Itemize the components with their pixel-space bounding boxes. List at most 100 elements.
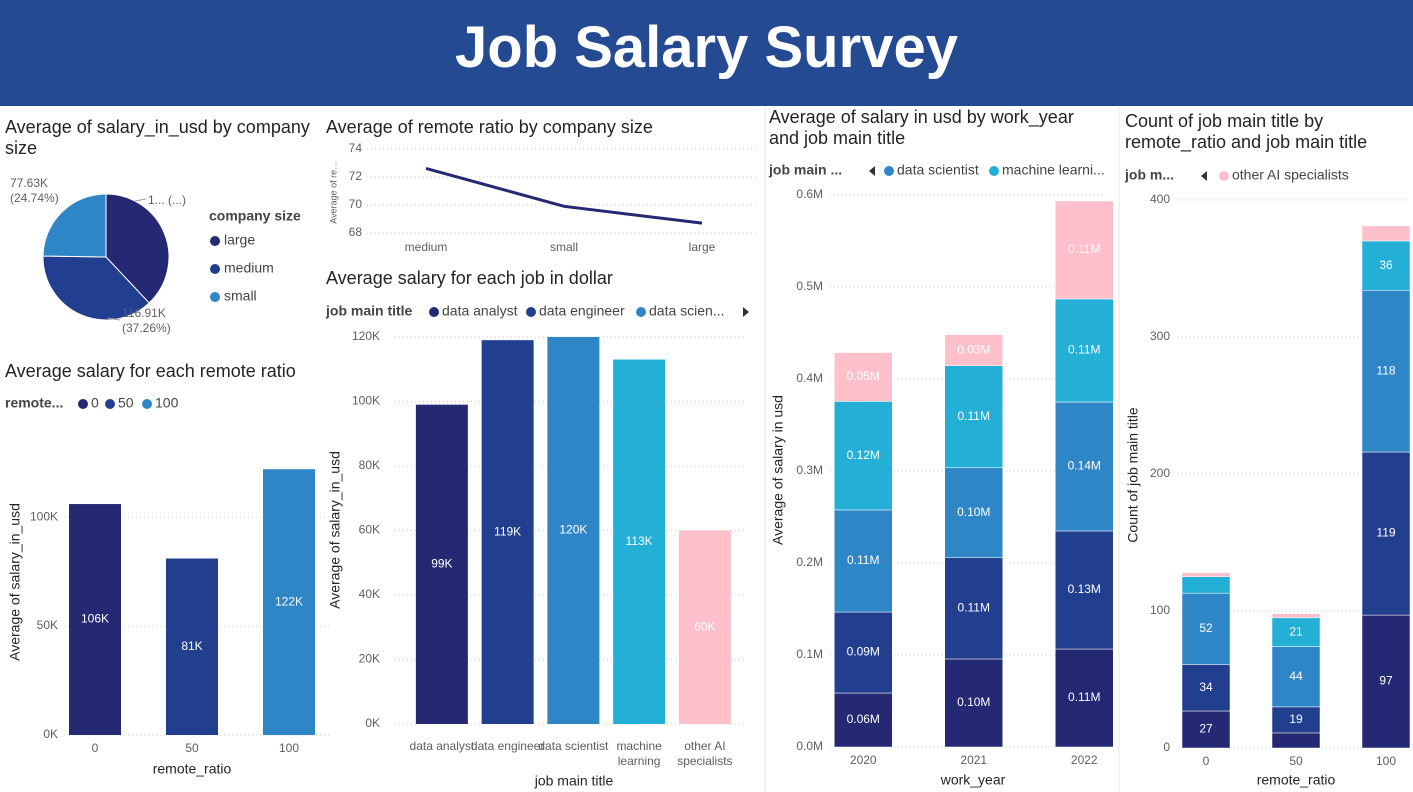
data-label: 97 (1379, 674, 1393, 688)
leader-line (107, 317, 121, 321)
bar-segment (1361, 614, 1411, 749)
pie-slice (105, 193, 170, 304)
legend-label: 100 (155, 395, 179, 411)
bar-segment (944, 658, 1003, 748)
x-tick-label: medium (404, 240, 448, 254)
legend-dot (636, 307, 646, 317)
y-axis-title: Average of salary_in_usd (327, 451, 343, 609)
bar-segment (1055, 298, 1114, 403)
leader-line (134, 198, 147, 202)
legend-label: 50 (118, 395, 134, 411)
data-label: 19 (1289, 712, 1303, 726)
data-label: 0.10M (957, 695, 990, 709)
legend-label: data engineer (539, 303, 625, 319)
y-tick-label: 0K (43, 727, 58, 741)
legend-dot (1219, 171, 1229, 181)
data-label: 52 (1199, 621, 1213, 635)
legend-dot (210, 292, 220, 302)
bar-segment (944, 334, 1003, 366)
y-tick-label: 80K (359, 458, 380, 472)
legend-dot (210, 236, 220, 246)
legend-title: job main title (325, 303, 413, 319)
bar-segment (1361, 240, 1411, 291)
data-label: 0.06M (847, 712, 880, 726)
bar-segment (834, 509, 893, 613)
x-tick-label: 100 (278, 741, 300, 755)
data-label: 0.11M (1068, 343, 1100, 357)
y-tick-label: 0 (1163, 740, 1170, 754)
bar (69, 504, 121, 735)
bar-segment (1055, 200, 1114, 300)
y-axis-title: Average of salary_in_usd (7, 503, 23, 661)
x-tick-label: large (688, 240, 716, 254)
data-label: 0.11M (958, 601, 990, 615)
legend-dot (210, 264, 220, 274)
bar-segment (1181, 710, 1231, 749)
bar-segment (1181, 576, 1231, 594)
legend-dot (105, 399, 115, 409)
pie-label: 116.91K (37.26%) (122, 306, 171, 335)
legend-dot (526, 307, 536, 317)
x-tick-label: 2022 (1070, 753, 1098, 767)
pie-label: 1... (...) (148, 193, 187, 207)
chart-title: Average salary for each job in dollar (326, 268, 613, 288)
legend-dot (142, 399, 152, 409)
legend-title: company size (209, 208, 301, 224)
data-label: 119 (1376, 526, 1395, 540)
y-tick-label: 100 (1150, 603, 1170, 617)
page-title: Job Salary Survey (0, 0, 1413, 106)
bar-segment (1361, 451, 1411, 616)
x-tick-label: 0 (1202, 754, 1210, 768)
chart-title: Average of salary_in_usd by company size (5, 117, 310, 158)
legend-label: 0 (91, 395, 99, 411)
x-tick-label: 50 (1289, 754, 1303, 768)
legend-label: data scientist (897, 162, 979, 178)
data-label: 113K (626, 534, 653, 548)
bar (678, 530, 731, 724)
bar-segment (1271, 617, 1321, 647)
bar-segment (1271, 646, 1321, 708)
y-tick-label: 0.5M (796, 279, 823, 293)
data-label: 99K (431, 557, 452, 571)
x-tick-label: 2020 (849, 753, 877, 767)
x-tick-label: 100 (1375, 754, 1397, 768)
data-label: 118 (1376, 363, 1395, 377)
x-tick-label: data analyst (409, 739, 475, 753)
legend-arrow (869, 166, 875, 176)
bar (166, 558, 218, 735)
x-tick-label: small (549, 240, 578, 254)
chart-title: Count of job main title by remote_ratio … (1125, 111, 1368, 152)
data-label: 60K (694, 619, 715, 633)
bar (415, 404, 468, 724)
legend-title: remote... (5, 395, 63, 411)
legend-label: large (224, 232, 255, 248)
data-label: 120K (559, 523, 587, 537)
legend-arrow (1201, 171, 1207, 181)
bar (481, 340, 534, 724)
legend-dot (884, 166, 894, 176)
y-tick-label: 60K (359, 523, 380, 537)
legend-label: medium (224, 260, 274, 276)
legend-dot (989, 166, 999, 176)
chart-title: Average of salary in usd by work_year an… (769, 107, 1074, 148)
y-tick-label: 0.3M (796, 463, 823, 477)
y-tick-label: 0.2M (796, 555, 823, 569)
data-label: 119K (494, 524, 521, 538)
bar (263, 469, 315, 735)
y-tick-label: 20K (359, 652, 380, 666)
data-label: 0.03M (957, 342, 990, 356)
legend-dot (78, 399, 88, 409)
bar-segment (834, 692, 893, 748)
bar-segment (1271, 706, 1321, 734)
data-label: 0.05M (847, 369, 880, 383)
legend-title: job main ... (768, 162, 842, 178)
data-label: 0.11M (1068, 242, 1100, 256)
data-label: 0.13M (1068, 582, 1101, 596)
chart-title: Average of remote ratio by company size (326, 117, 653, 137)
bar-segment (944, 365, 1003, 469)
bar (613, 359, 666, 724)
bar-segment (1271, 613, 1321, 619)
x-axis-title: remote_ratio (1257, 772, 1336, 788)
bar-segment (834, 352, 893, 402)
